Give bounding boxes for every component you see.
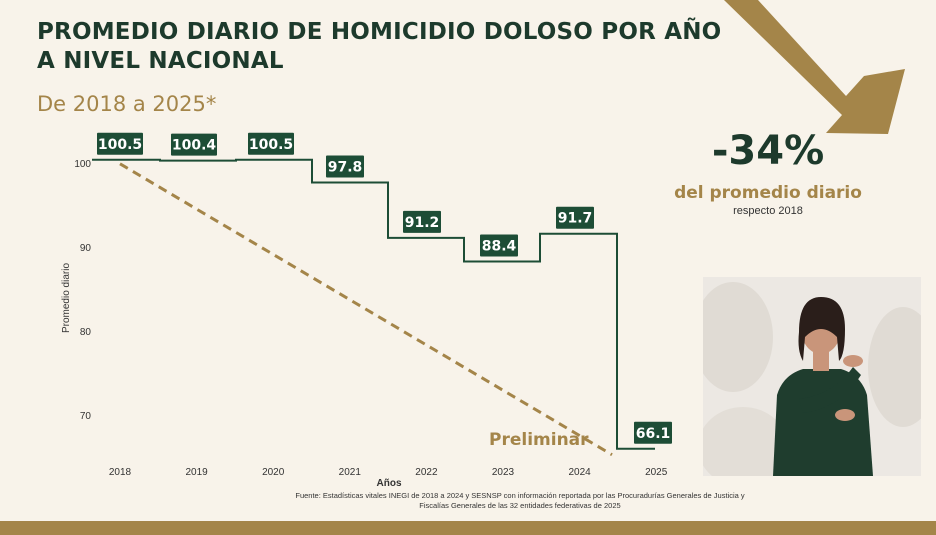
data-label: 100.5 [248, 132, 294, 155]
svg-text:91.7: 91.7 [558, 211, 593, 227]
reduction-percentage: -34% [711, 128, 825, 174]
y-tick-label: 70 [80, 411, 92, 422]
trend-line [119, 162, 613, 457]
y-tick-label: 90 [80, 243, 92, 254]
x-tick-label: 2019 [185, 467, 208, 478]
x-tick-label: 2021 [339, 467, 362, 478]
svg-text:100.5: 100.5 [249, 137, 293, 153]
sign-language-interpreter-video [703, 277, 921, 476]
y-tick-label: 80 [80, 327, 92, 338]
data-label: 91.2 [403, 210, 441, 233]
svg-text:97.8: 97.8 [328, 159, 363, 175]
data-label: 100.5 [97, 132, 143, 155]
footer-bar [0, 521, 936, 535]
svg-text:100.5: 100.5 [98, 137, 142, 153]
step-series-line [92, 158, 655, 450]
y-axis-label: Promedio diario [61, 263, 72, 333]
data-label: 100.4 [171, 133, 217, 156]
x-axis-label: Años [377, 478, 402, 489]
data-label: 88.4 [480, 234, 518, 257]
x-tick-label: 2024 [568, 467, 591, 478]
reduction-reference: respecto 2018 [733, 205, 803, 217]
data-label: 91.7 [556, 206, 594, 229]
svg-text:100.4: 100.4 [172, 138, 217, 154]
x-tick-label: 2020 [262, 467, 285, 478]
data-label: 97.8 [326, 155, 364, 178]
reduction-description: del promedio diario [674, 183, 862, 203]
svg-text:66.1: 66.1 [636, 426, 671, 442]
y-tick-label: 100 [74, 159, 91, 170]
page-subtitle: De 2018 a 2025* [37, 92, 217, 116]
page-title: PROMEDIO DIARIO DE HOMICIDIO DOLOSO POR … [37, 19, 722, 74]
preliminary-label: Preliminar [489, 430, 589, 450]
interpreter-image [703, 277, 921, 476]
x-tick-label: 2022 [415, 467, 438, 478]
svg-text:88.4: 88.4 [482, 238, 517, 254]
source-note: Fuente: Estadísticas vitales INEGI de 20… [295, 491, 745, 510]
svg-text:91.2: 91.2 [405, 215, 440, 231]
data-label: 66.1 [634, 421, 672, 444]
x-tick-label: 2025 [645, 467, 668, 478]
x-tick-label: 2018 [109, 467, 132, 478]
x-tick-label: 2023 [492, 467, 515, 478]
